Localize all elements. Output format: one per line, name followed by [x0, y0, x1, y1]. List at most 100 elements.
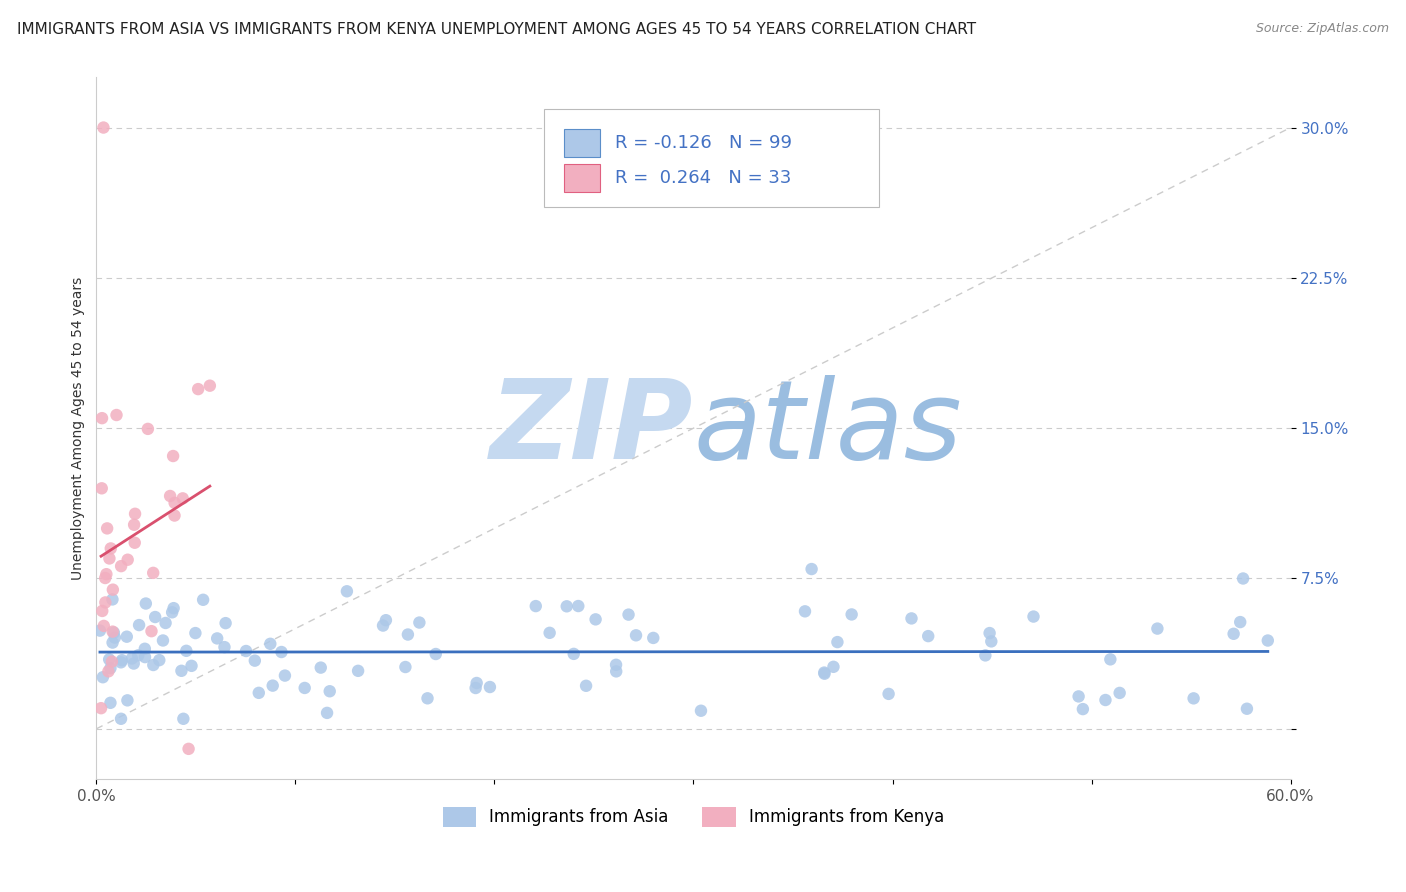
Point	[94, 595, 117, 609]
Point	[524, 599, 547, 613]
Text: IMMIGRANTS FROM ASIA VS IMMIGRANTS FROM KENYA UNEMPLOYMENT AMONG AGES 45 TO 54 Y: IMMIGRANTS FROM ASIA VS IMMIGRANTS FROM …	[17, 22, 976, 37]
Point	[124, 535, 146, 549]
Point	[104, 631, 127, 645]
Point	[813, 666, 835, 681]
Point	[396, 627, 419, 641]
Point	[235, 644, 257, 658]
Point	[917, 629, 939, 643]
Point	[176, 644, 198, 658]
Point	[100, 661, 122, 675]
Point	[100, 696, 122, 710]
Point	[259, 637, 281, 651]
Point	[827, 635, 849, 649]
Point	[794, 604, 817, 618]
Point	[103, 625, 125, 640]
Point	[478, 680, 501, 694]
Point	[567, 599, 589, 613]
Point	[416, 691, 439, 706]
Point	[374, 613, 396, 627]
Point	[91, 604, 114, 618]
Point	[136, 422, 159, 436]
Point	[162, 601, 184, 615]
Point	[148, 653, 170, 667]
Point	[823, 660, 845, 674]
Point	[101, 655, 124, 669]
Point	[316, 706, 339, 720]
Point	[105, 408, 128, 422]
Point	[425, 647, 447, 661]
Point	[877, 687, 900, 701]
Point	[1257, 633, 1279, 648]
Point	[214, 640, 236, 654]
Point	[1094, 693, 1116, 707]
Point	[98, 652, 121, 666]
Text: atlas: atlas	[693, 375, 962, 482]
Point	[347, 664, 370, 678]
Point	[177, 742, 200, 756]
Point	[134, 650, 156, 665]
Point	[605, 665, 627, 679]
Point	[408, 615, 430, 630]
Text: ZIP: ZIP	[489, 375, 693, 482]
Point	[319, 684, 342, 698]
Y-axis label: Unemployment Among Ages 45 to 54 years: Unemployment Among Ages 45 to 54 years	[72, 277, 86, 580]
Point	[127, 648, 149, 663]
Point	[262, 679, 284, 693]
Point	[117, 552, 139, 566]
Point	[979, 626, 1001, 640]
Point	[1146, 622, 1168, 636]
Point	[91, 670, 114, 684]
Point	[205, 632, 228, 646]
Point	[1108, 686, 1130, 700]
Point	[115, 630, 138, 644]
Point	[163, 496, 186, 510]
Point	[900, 611, 922, 625]
Point	[93, 619, 115, 633]
Point	[172, 491, 194, 506]
Point	[160, 605, 183, 619]
Point	[1071, 702, 1094, 716]
Point	[1236, 702, 1258, 716]
Point	[117, 693, 139, 707]
Bar	[564, 128, 600, 157]
Point	[191, 592, 214, 607]
Legend: Immigrants from Asia, Immigrants from Kenya: Immigrants from Asia, Immigrants from Ke…	[436, 800, 950, 834]
Point	[101, 582, 124, 597]
Point	[336, 584, 359, 599]
FancyBboxPatch shape	[544, 109, 879, 207]
Point	[184, 626, 207, 640]
Point	[270, 645, 292, 659]
Point	[97, 665, 120, 679]
Point	[1232, 572, 1254, 586]
Point	[605, 657, 627, 672]
Point	[110, 559, 132, 574]
Point	[89, 624, 111, 638]
Point	[142, 658, 165, 673]
Point	[974, 648, 997, 663]
Point	[841, 607, 863, 622]
Point	[247, 686, 270, 700]
Point	[94, 571, 117, 585]
Point	[90, 701, 112, 715]
Point	[1229, 615, 1251, 629]
Point	[624, 628, 647, 642]
Point	[813, 665, 835, 680]
Point	[143, 610, 166, 624]
Point	[98, 551, 121, 566]
Point	[243, 654, 266, 668]
Point	[162, 449, 184, 463]
Point	[101, 624, 124, 639]
Point	[100, 541, 122, 556]
Point	[142, 566, 165, 580]
Bar	[564, 164, 600, 192]
Point	[91, 411, 114, 425]
Point	[214, 616, 236, 631]
Point	[294, 681, 316, 695]
Point	[1099, 652, 1122, 666]
Text: R = -0.126   N = 99: R = -0.126 N = 99	[614, 134, 792, 152]
Point	[124, 507, 146, 521]
Point	[187, 382, 209, 396]
Point	[1222, 627, 1244, 641]
Point	[690, 704, 713, 718]
Point	[155, 615, 177, 630]
